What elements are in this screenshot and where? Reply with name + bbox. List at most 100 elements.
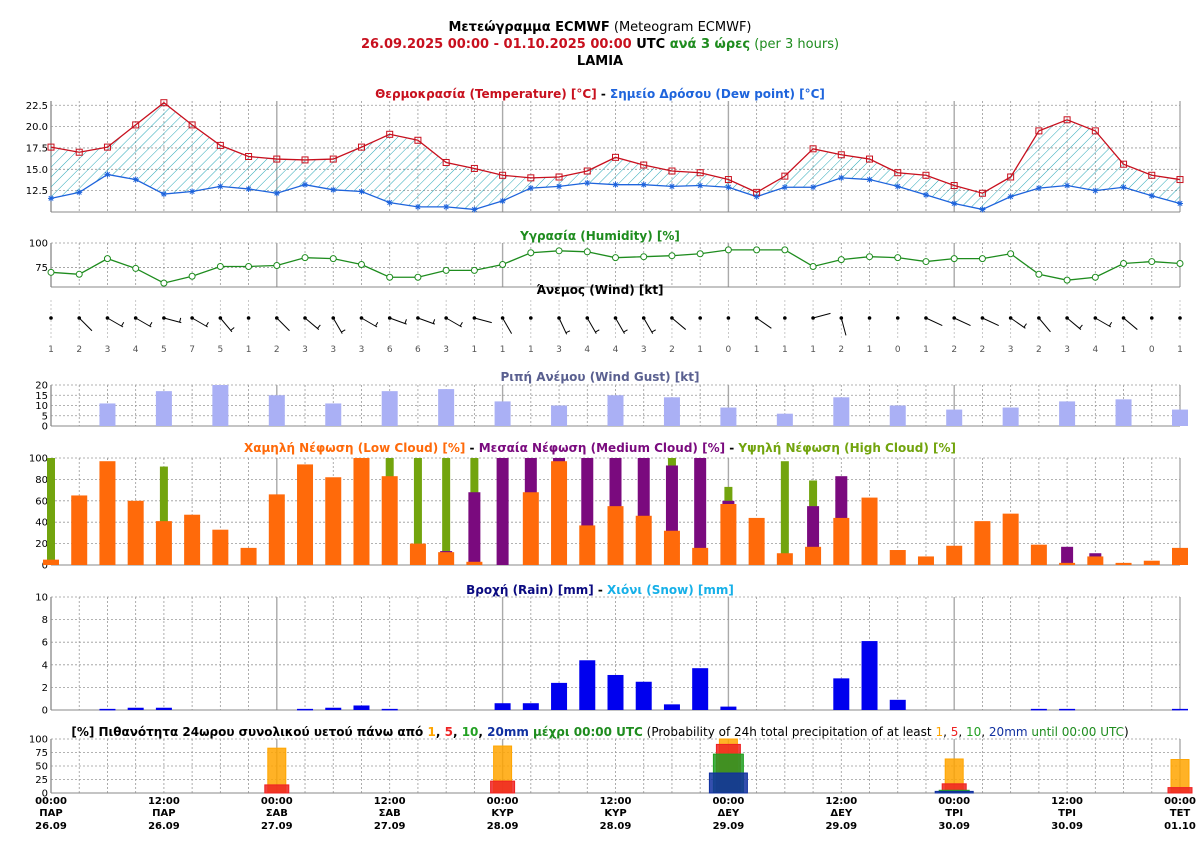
y-tick-label: 8 — [42, 615, 48, 626]
humidity-point — [583, 248, 591, 256]
humidity-point — [386, 273, 394, 281]
rain-bar — [99, 708, 116, 711]
rain-bar — [155, 707, 172, 710]
wind-speed-label: 1 — [528, 345, 534, 355]
wind-barb — [1123, 317, 1138, 330]
temp-dewpoint-spread-area — [51, 102, 1180, 210]
wind-speed-label: 5 — [217, 345, 223, 355]
dewpoint-point — [894, 183, 901, 190]
wind-speed-label: 3 — [105, 345, 111, 355]
wind-barb-feather — [230, 327, 235, 331]
humidity-point — [1176, 260, 1184, 268]
humidity-point — [866, 253, 874, 261]
humidity-point — [103, 255, 111, 263]
rain-bar — [494, 703, 511, 710]
x-tick-time: 12:00 — [825, 796, 857, 807]
x-tick-day: ΤΕΤ — [1170, 808, 1191, 819]
prob-5mm-bar — [264, 784, 290, 794]
wind-station-dot — [49, 316, 53, 320]
dewpoint-point — [499, 197, 506, 204]
chart-header: Μετεώγραμμα ECMWF (Meteogram ECMWF) 26.0… — [361, 20, 839, 69]
title-part: [%] Πιθανότητα 24ωρου συνολικού υετού πά… — [71, 725, 427, 739]
gust-bar — [325, 403, 342, 426]
dewpoint-point — [725, 184, 732, 191]
dewpoint-point — [358, 188, 365, 195]
low-cloud-bar — [720, 504, 737, 565]
utc-label: UTC — [632, 37, 666, 52]
wind-station-dot — [895, 316, 900, 320]
wind-speed-label: 5 — [161, 345, 167, 355]
humidity-point — [809, 262, 817, 270]
prob-20mm-bar — [934, 790, 974, 794]
gust-bar — [438, 389, 455, 426]
wind-speed-label: 2 — [838, 345, 844, 355]
wind-station-dot — [726, 316, 731, 320]
wind-speed-label: 3 — [359, 345, 365, 355]
dewpoint-point — [781, 184, 788, 191]
rain-bar — [1030, 708, 1047, 711]
low-cloud-bar — [663, 530, 680, 565]
temperature-series-line — [50, 101, 1181, 194]
humidity-point — [668, 252, 676, 260]
temperature-point — [837, 151, 845, 159]
y-tick-label: 0 — [42, 422, 48, 433]
dewpoint-point — [1007, 193, 1014, 200]
temperature-point — [1063, 116, 1071, 124]
rain-bar — [861, 641, 878, 710]
temperature-point — [1176, 176, 1184, 184]
date-end: 01.10.2025 00:00 — [504, 37, 632, 52]
dewpoint-point — [132, 176, 139, 183]
temperature-point — [527, 174, 535, 182]
wind-barb-feather — [375, 321, 379, 327]
x-tick-date: 28.09 — [487, 821, 519, 832]
wind-speed-label: 4 — [1092, 345, 1098, 355]
medium-cloud-bar — [496, 458, 509, 565]
low-cloud-bar — [43, 559, 59, 565]
low-cloud-bar — [71, 495, 88, 565]
wind-barb — [1038, 317, 1051, 333]
dewpoint-point — [753, 193, 760, 200]
prob-grid: 0 25 50 75 100 — [29, 735, 1181, 800]
wind-speed-label: 1 — [246, 345, 252, 355]
wind-barb-feather — [595, 329, 600, 333]
low-cloud-bar — [325, 477, 342, 565]
title-part: - — [597, 87, 610, 101]
y-tick-label: 4 — [42, 660, 48, 671]
dewpoint-point — [1035, 185, 1042, 192]
gust-bar — [381, 391, 398, 426]
humidity-point — [245, 262, 253, 270]
high-cloud-bar — [413, 458, 422, 565]
wind-speed-label: 7 — [189, 345, 195, 355]
medium-cloud-bar — [1061, 546, 1074, 565]
wind-speed-label: 6 — [387, 345, 393, 355]
temperature-point — [583, 167, 591, 175]
wind-speed-label: 1 — [697, 345, 703, 355]
title-part: - — [465, 441, 478, 455]
humidity-point — [414, 273, 422, 281]
x-tick-day: ΤΡΙ — [945, 808, 963, 819]
low-cloud-bar — [946, 545, 963, 565]
dewpoint-point — [273, 190, 280, 197]
wind-barb-feather — [1079, 324, 1083, 329]
y-tick-label: 2 — [42, 683, 48, 694]
y-tick-label: 75 — [35, 748, 48, 759]
title-part: Υψηλή Νέφωση (High Cloud) [%] — [737, 441, 956, 455]
temperature-point — [273, 155, 281, 163]
temperature-point — [414, 136, 422, 144]
title-part: Ριπή Ανέμου (Wind Gust) [kt] — [501, 370, 700, 384]
x-tick-date: 01.10 — [1164, 821, 1196, 832]
x-tick-day: ΠΑΡ — [39, 808, 62, 819]
dewpoint-point — [471, 206, 478, 213]
title-part: Μεσαία Νέφωση (Medium Cloud) [%] — [479, 441, 725, 455]
wind-barb — [445, 317, 462, 328]
humidity-panel-title: Υγρασία (Humidity) [%] — [519, 229, 680, 243]
title-part: 5 — [445, 725, 453, 739]
date-separator: - — [489, 37, 503, 52]
gust-bar — [776, 413, 793, 426]
meteogram-panels: Θερμοκρασία (Temperature) [°C] - Σημείο … — [26, 87, 1196, 832]
temperature-point — [442, 158, 450, 166]
humidity-point — [301, 254, 309, 262]
dewpoint-point — [160, 191, 167, 198]
low-cloud-bar — [1115, 562, 1132, 565]
low-cloud-bar — [635, 515, 652, 565]
